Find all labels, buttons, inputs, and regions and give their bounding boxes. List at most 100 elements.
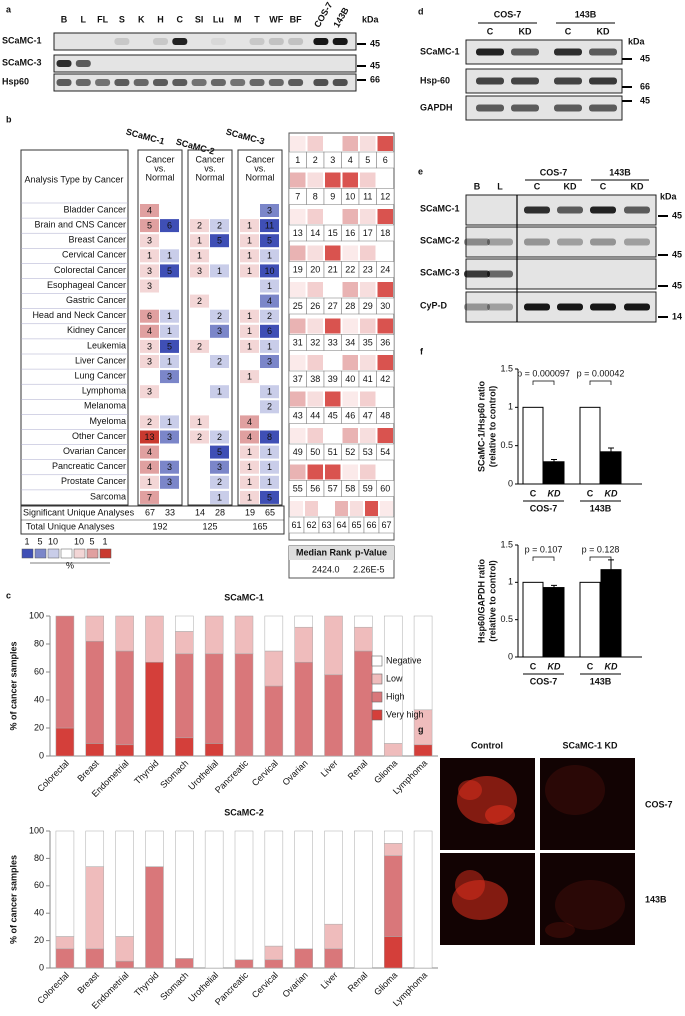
comparison: Cancer [245,154,274,164]
cell [190,249,209,263]
band [191,79,207,86]
micrograph [540,758,635,850]
summary-value: 125 [202,521,217,531]
p-annotation: p = 0.00042 [577,368,625,378]
x-tick-label: Renal [346,970,370,994]
group-label: COS-7 [494,9,522,19]
rank-cell [342,245,358,261]
y-tick-label: 0 [39,750,44,760]
lane-label: KD [564,181,577,191]
y-tick-label: 0.5 [500,614,513,624]
rank-cell [377,318,393,334]
rank-number: 48 [380,410,390,420]
band [210,79,226,86]
bar-segment [294,830,313,950]
bar-segment [294,948,313,969]
cancer-name: Prostate Cancer [61,476,126,486]
cell-value: 5 [217,236,222,246]
x-tick-label: Colorectal [35,970,71,1006]
significance-bracket [532,380,555,385]
cell [190,219,209,233]
bar-segment [264,945,284,961]
rank-cell [342,318,358,334]
band [75,79,91,86]
bar-segment [145,615,164,663]
cell [140,309,159,323]
marker: 45 [370,60,380,70]
row-label: SCaMC-1 [420,203,460,213]
cell [240,460,259,474]
cell-value: 2 [217,311,222,321]
y-axis-label: (relative to control) [487,386,497,468]
cell-value: 1 [147,251,152,261]
bar-segment [55,615,75,729]
cell-value: 1 [267,341,272,351]
comparison: Normal [245,172,274,182]
bar [600,569,622,658]
bar-segment [85,948,105,969]
rank-number: 65 [351,520,361,530]
panel-label: g [418,724,424,734]
cell-value: 3 [147,281,152,291]
kda-unit: kDa [628,36,646,46]
rank-number: 56 [310,483,320,493]
kda-unit: kDa [660,191,678,201]
y-tick-label: 1.5 [500,539,513,549]
cell [210,234,229,248]
table-frame [20,149,129,506]
cell [260,279,279,293]
cell-value: 13 [144,432,154,442]
rank-cell [377,136,393,151]
lane-label: KD [631,181,644,191]
band [249,38,265,45]
cell [140,339,159,353]
x-tick-label: KD [548,661,561,671]
cell [140,460,159,474]
y-tick-label: 0 [39,962,44,972]
rank-cell [307,282,323,297]
cancer-name: Ovarian Cancer [63,446,126,456]
summary-value: 28 [215,507,225,517]
cell [160,264,179,278]
pvalue-label: p-Value [355,547,387,557]
bar-segment [324,830,343,925]
bar-segment [204,743,224,757]
x-tick-label: Pancreatic [213,758,250,795]
bar-segment [264,615,284,652]
rank-box [376,370,395,388]
gene-header: SCaMC-3 [225,127,266,147]
rank-number: 28 [345,301,355,311]
cell [140,445,159,459]
row-label: COS-7 [645,799,673,809]
rank-number: 30 [380,301,390,311]
summary-value: 192 [152,521,167,531]
cancer-name: Head and Neck Cancer [32,310,126,320]
bar-segment [85,640,105,744]
rank-cell [377,428,393,443]
bar-segment [55,936,75,950]
bar-segment [85,866,105,950]
cell [140,324,159,338]
rank-cell [325,428,341,443]
rank-cell [325,209,341,224]
cancer-name: Colorectal Cancer [54,265,126,275]
rank-number: 40 [345,374,355,384]
bar [522,581,544,658]
band [590,238,616,246]
rank-number: 64 [336,520,346,530]
cell [210,355,229,368]
cell-value: 1 [247,326,252,336]
cell [210,430,229,444]
cancer-name: Other Cancer [72,431,126,441]
rank-cell [377,245,393,261]
bar-segment [115,830,134,937]
bar-segment [383,615,403,744]
rank-number: 12 [380,191,390,201]
band [511,77,539,85]
chart-title: SCaMC-2 [224,807,264,817]
bar-segment [324,674,343,757]
rank-number: 21 [328,264,338,274]
rank-number: 8 [313,191,318,201]
band [476,48,504,56]
band [511,104,539,112]
